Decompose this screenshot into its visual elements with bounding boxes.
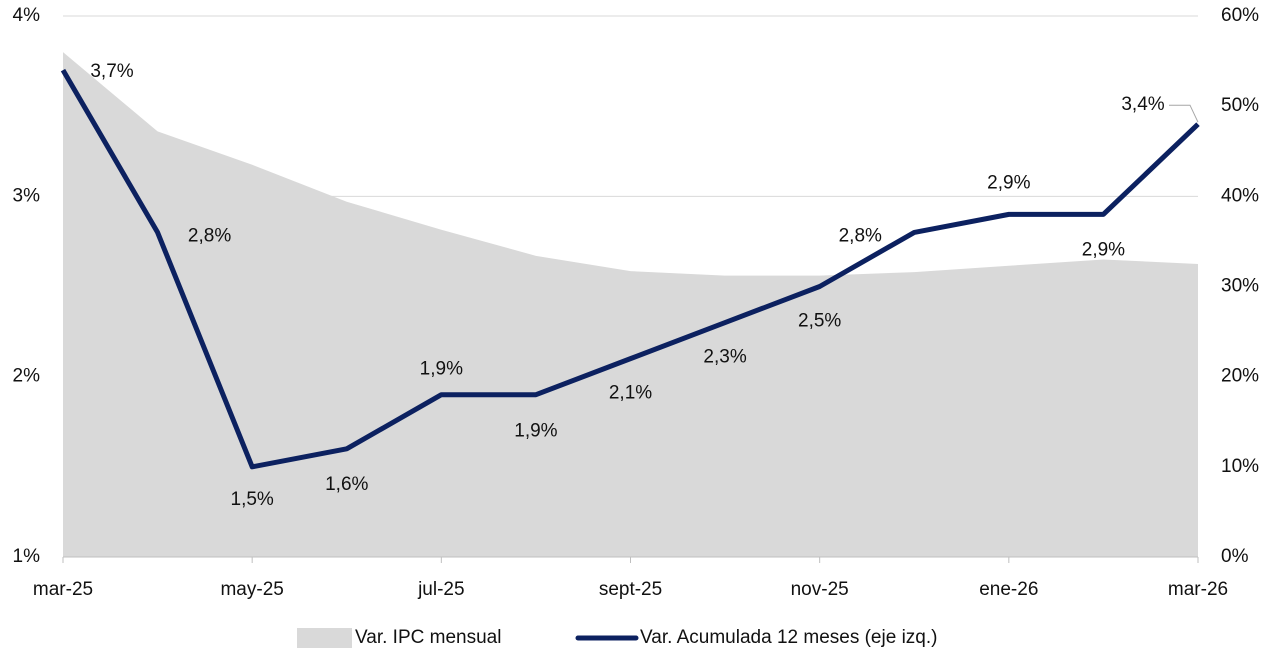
y-tick-label: 1%: [13, 546, 41, 567]
y2-tick-label: 50%: [1221, 95, 1259, 116]
leader-line: [1169, 104, 1199, 123]
y2-tick-label: 0%: [1221, 546, 1249, 567]
data-label: 2,8%: [839, 225, 882, 246]
data-label: 3,4%: [1121, 94, 1164, 115]
data-label: 2,9%: [987, 172, 1030, 193]
legend-label: Var. IPC mensual: [355, 627, 501, 648]
data-label: 2,1%: [609, 383, 652, 404]
x-tick-label: may-25: [220, 579, 283, 600]
y2-tick-label: 60%: [1221, 5, 1259, 26]
x-tick-label: sept-25: [599, 579, 662, 600]
data-label: 2,5%: [798, 311, 841, 332]
x-tick-label: jul-25: [417, 579, 464, 600]
data-label: 1,9%: [514, 421, 557, 442]
y2-tick-label: 40%: [1221, 185, 1259, 206]
y-tick-label: 2%: [13, 366, 41, 387]
legend-swatch: [297, 628, 352, 648]
data-label: 2,8%: [188, 225, 231, 246]
legend-label: Var. Acumulada 12 meses (eje izq.): [640, 627, 937, 648]
x-tick-label: mar-25: [33, 579, 93, 600]
x-tick-label: nov-25: [791, 579, 849, 600]
data-label: 2,3%: [703, 347, 746, 368]
area: [63, 52, 1198, 558]
y-tick-label: 4%: [13, 5, 41, 26]
line: [60, 68, 1200, 470]
data-label: 1,9%: [420, 359, 463, 380]
y2-tick-label: 30%: [1221, 276, 1259, 297]
data-label: 1,6%: [325, 474, 368, 495]
y-tick-label: 3%: [13, 185, 41, 206]
y2-tick-label: 20%: [1221, 366, 1259, 387]
y2-tick-label: 10%: [1221, 456, 1259, 477]
data-label: 1,5%: [231, 489, 274, 510]
x-tick-label: mar-26: [1168, 579, 1228, 600]
data-label: 3,7%: [90, 61, 133, 82]
x-tick-label: ene-26: [979, 579, 1038, 600]
data-label: 2,9%: [1082, 239, 1125, 260]
